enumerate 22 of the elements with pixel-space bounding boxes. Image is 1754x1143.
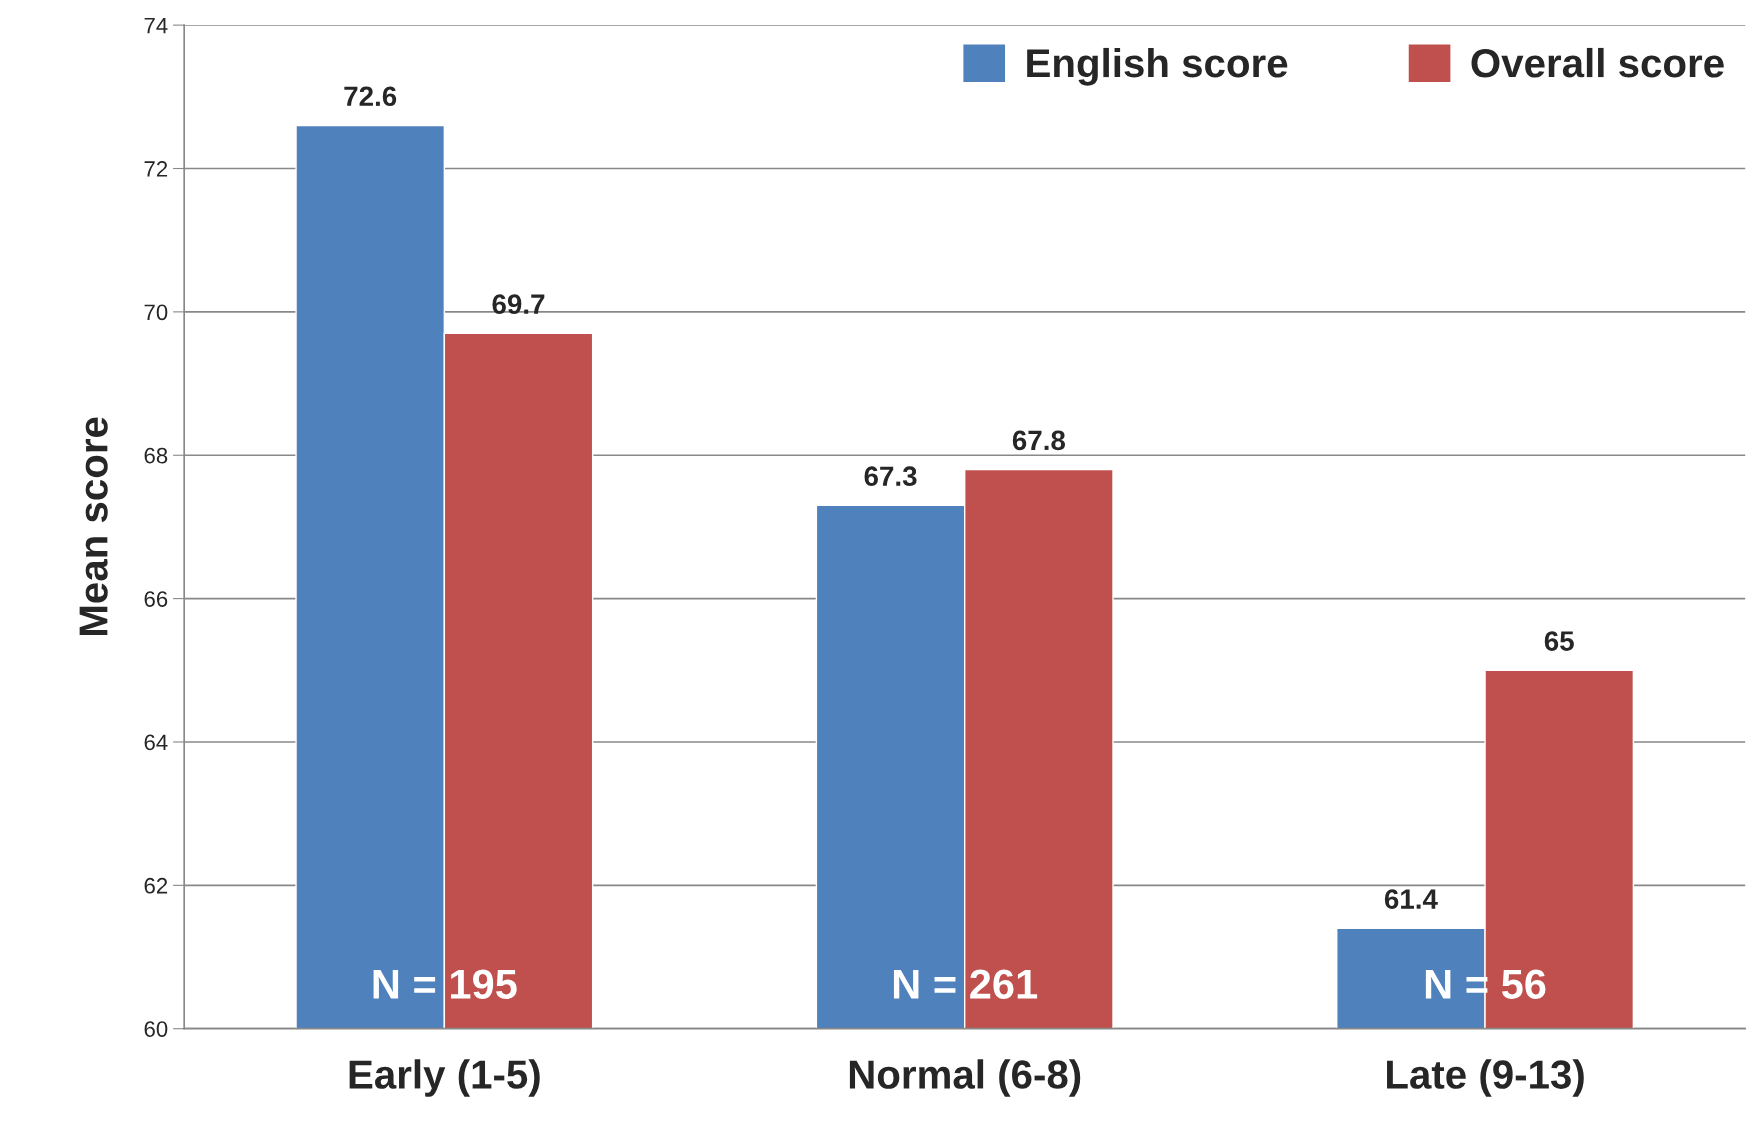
x-tick-label: Late (9-13) <box>1387 1059 1584 1097</box>
legend-label: Overall score <box>1471 47 1724 78</box>
data-label: 69.7 <box>492 294 545 314</box>
data-label: 65 <box>1544 631 1574 651</box>
data-label: 72.6 <box>344 86 397 107</box>
y-tick-label: 60 <box>144 1021 168 1037</box>
y-tick-label: 64 <box>144 734 168 751</box>
annotation: N = 261 <box>893 969 1038 999</box>
y-tick-label: 72 <box>144 161 168 177</box>
y-axis-title: Mean score <box>79 417 108 636</box>
y-tick-label: 62 <box>144 877 168 894</box>
data-label: 67.8 <box>1012 430 1066 451</box>
x-tick-label: Normal (6-8) <box>849 1059 1081 1097</box>
x-tick-label: Early (1-5) <box>349 1059 540 1097</box>
data-label: 61.4 <box>1384 889 1438 909</box>
annotation: N = 195 <box>373 969 517 999</box>
y-tick-label: 66 <box>144 591 168 607</box>
y-tick-label: 68 <box>144 447 168 464</box>
y-tick-label: 70 <box>144 304 168 321</box>
legend-label: English score <box>1027 47 1288 86</box>
y-tick-label: 74 <box>144 17 168 34</box>
data-label: 67.3 <box>864 466 917 487</box>
